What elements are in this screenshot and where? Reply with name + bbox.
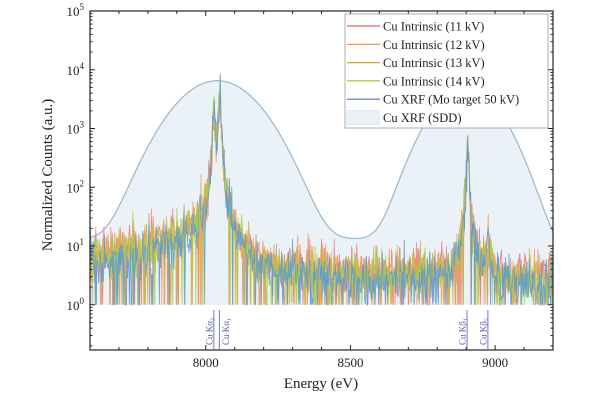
y-tick-label: 101 [67, 237, 85, 254]
x-tick-label: 8000 [193, 355, 219, 370]
y-axis-label: Normalized Counts (a.u.) [40, 99, 56, 251]
marker-label-text: Cu Kβ [478, 321, 488, 345]
y-tick-base: 10 [67, 122, 80, 137]
y-tick-base: 10 [67, 298, 80, 313]
marker-label: Cu Kα1 [221, 318, 233, 345]
legend-label: Cu Intrinsic (14 kV) [383, 74, 485, 88]
y-tick-exponent: 5 [80, 2, 85, 12]
y-tick-exponent: 2 [80, 178, 85, 188]
legend-label: Cu Intrinsic (13 kV) [383, 56, 485, 70]
legend-label: Cu Intrinsic (12 kV) [383, 38, 485, 52]
legend-swatch [346, 110, 380, 125]
y-tick-base: 10 [67, 4, 80, 19]
y-tick-exponent: 0 [80, 296, 85, 306]
legend-box [344, 13, 549, 129]
marker-label: Cu Kβ5 [478, 318, 490, 345]
y-tick-label: 100 [67, 296, 85, 313]
marker-label-sub: 1 [464, 318, 470, 321]
marker-label-text: Cu Kβ [458, 321, 468, 345]
x-tick-label: 9000 [482, 355, 508, 370]
y-tick-base: 10 [67, 180, 80, 195]
sdd-fill [90, 80, 553, 305]
y-tick-label: 105 [67, 2, 85, 19]
y-tick-exponent: 1 [80, 237, 85, 247]
legend-label: Cu XRF (Mo target 50 kV) [383, 93, 519, 107]
y-tick-base: 10 [67, 63, 80, 78]
legend-label: Cu Intrinsic (11 kV) [383, 20, 484, 34]
spectrum-trace [89, 73, 554, 306]
x-tick-label: 8500 [337, 355, 363, 370]
y-tick-label: 103 [67, 120, 85, 137]
marker-label-sub: 5 [484, 318, 490, 321]
x-axis-label: Energy (eV) [284, 376, 358, 392]
y-tick-base: 10 [67, 239, 80, 254]
y-tick-label: 102 [67, 178, 85, 195]
y-tick-exponent: 3 [80, 120, 85, 130]
marker-label-text: Cu Kα [204, 321, 214, 345]
y-tick-exponent: 4 [80, 61, 85, 71]
y-tick-label: 104 [67, 61, 85, 78]
marker-label-text: Cu Kα [221, 321, 231, 345]
intrinsic-series [89, 73, 554, 306]
marker-label-sub: 1 [227, 318, 233, 321]
legend: Cu Intrinsic (11 kV) Cu Intrinsic (12 kV)… [344, 13, 549, 129]
marker-label: Cu Kα2 [204, 318, 216, 345]
marker-label: Cu Kβ1 [458, 318, 470, 345]
marker-label-sub: 2 [210, 318, 216, 321]
legend-label: Cu XRF (SDD) [383, 111, 462, 125]
